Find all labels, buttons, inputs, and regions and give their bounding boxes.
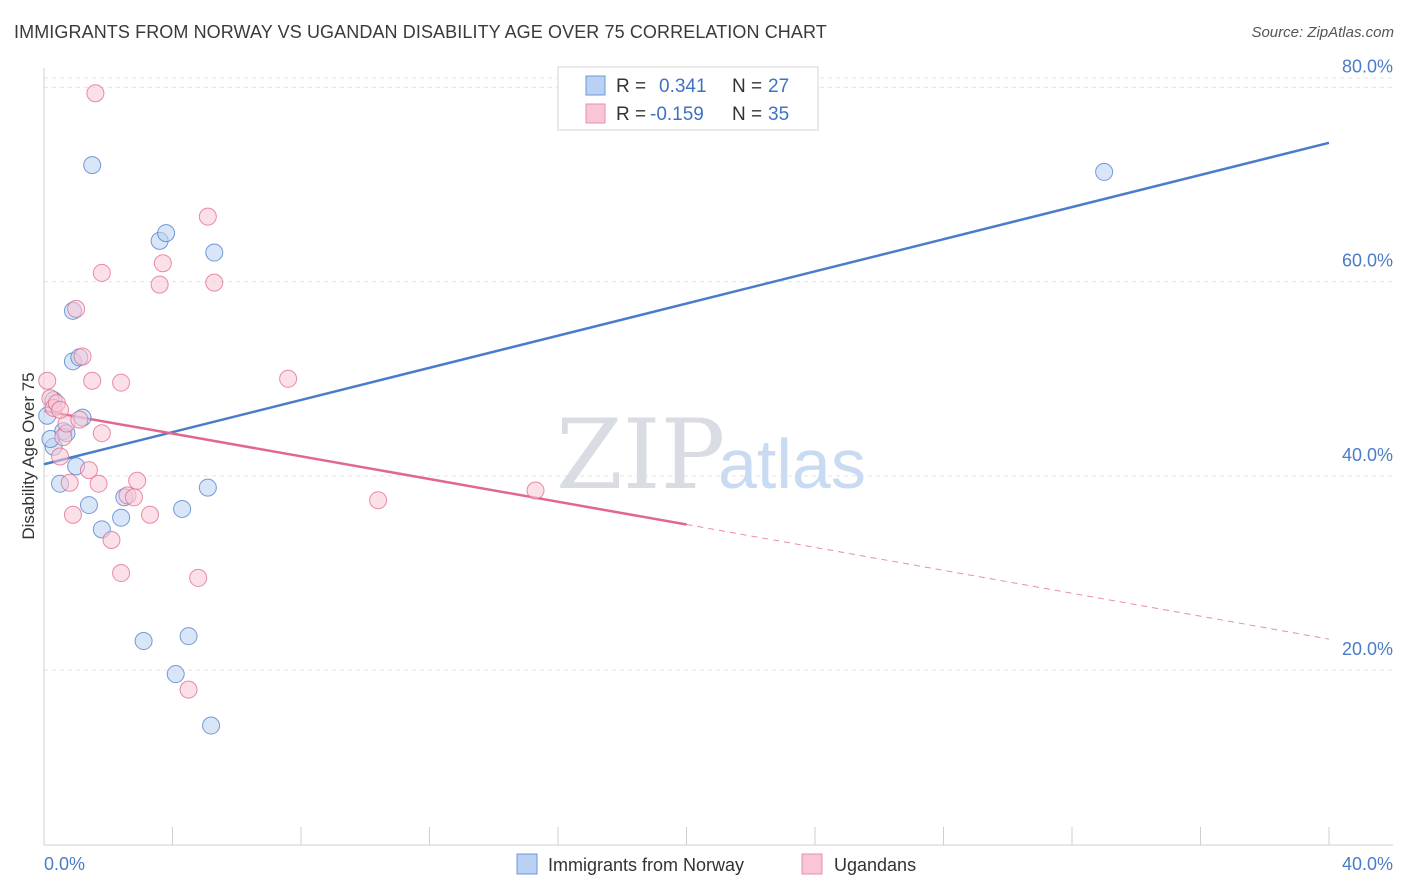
point-ugandans [112, 564, 131, 583]
point-ugandans [89, 474, 108, 493]
stats-r-norway: 0.341 [659, 76, 707, 97]
point-norway [83, 156, 102, 175]
point-ugandans [128, 471, 147, 490]
point-norway [173, 499, 192, 518]
stats-r-ugandans: -0.159 [650, 104, 704, 125]
point-norway [79, 496, 98, 515]
point-ugandans [51, 447, 70, 466]
gridlines [44, 77, 1393, 671]
trendline-dashed [686, 523, 1330, 640]
x-tick-labels: 0.0% 40.0% [44, 854, 1393, 874]
point-ugandans [112, 373, 131, 392]
y-tick-label: 60.0% [1342, 251, 1393, 271]
x-tick-label: 0.0% [44, 854, 85, 874]
point-ugandans [205, 273, 224, 292]
stats-n-label-ugandans: N = [732, 104, 762, 125]
stats-n-ugandans: 35 [768, 104, 789, 125]
source-label: Source: ZipAtlas.com [1251, 24, 1394, 41]
stats-n-label-norway: N = [732, 76, 762, 97]
stats-r-label-norway: R = [616, 76, 646, 97]
y-tick-label: 20.0% [1342, 639, 1393, 659]
point-ugandans [67, 299, 86, 318]
data-points [38, 84, 1114, 735]
point-ugandans [92, 263, 111, 282]
stats-n-norway: 27 [768, 76, 789, 97]
point-norway [134, 632, 153, 651]
point-ugandans [38, 371, 57, 390]
point-ugandans [63, 505, 82, 524]
y-tick-label: 80.0% [1342, 56, 1393, 76]
point-ugandans [141, 505, 160, 524]
trendline [43, 141, 1330, 466]
point-norway [198, 478, 217, 497]
trendlines [43, 141, 1330, 640]
point-norway [205, 243, 224, 262]
point-ugandans [198, 207, 217, 226]
point-norway [202, 716, 221, 735]
point-ugandans [526, 481, 545, 500]
point-ugandans [279, 369, 298, 388]
watermark-zip: ZIP [556, 399, 725, 511]
point-ugandans [92, 424, 111, 443]
point-norway [166, 665, 185, 684]
legend-swatch-norway [516, 853, 538, 875]
point-norway [1095, 162, 1114, 181]
point-ugandans [102, 531, 121, 550]
point-norway [157, 224, 176, 243]
stats-box: R = 0.341 N = 27 R = -0.159 N = 35 [557, 66, 819, 131]
watermark-atlas: atlas [718, 425, 866, 503]
point-ugandans [79, 461, 98, 480]
point-ugandans [124, 488, 143, 507]
point-ugandans [369, 491, 388, 510]
point-ugandans [83, 371, 102, 390]
y-axis-label: Disability Age Over 75 [19, 372, 38, 539]
stats-swatch-ugandans [585, 103, 606, 124]
legend: Immigrants from Norway Ugandans [516, 853, 916, 875]
point-norway [179, 627, 198, 646]
stats-r-label-ugandans: R = [616, 104, 646, 125]
watermark: ZIP atlas [556, 399, 866, 511]
trendline [43, 409, 687, 526]
point-ugandans [86, 84, 105, 103]
point-ugandans [150, 275, 169, 294]
point-ugandans [179, 680, 198, 699]
point-ugandans [70, 410, 89, 429]
chart-title: IMMIGRANTS FROM NORWAY VS UGANDAN DISABI… [14, 22, 827, 42]
axes [43, 68, 1393, 846]
point-ugandans [73, 347, 92, 366]
point-ugandans [60, 473, 79, 492]
point-norway [112, 508, 131, 527]
x-tick-label: 40.0% [1342, 854, 1393, 874]
y-tick-labels: 20.0% 40.0% 60.0% 80.0% [1342, 56, 1393, 659]
y-tick-label: 40.0% [1342, 445, 1393, 465]
point-ugandans [51, 400, 70, 419]
stats-swatch-norway [585, 75, 606, 96]
point-ugandans [153, 254, 172, 273]
legend-label-norway: Immigrants from Norway [548, 855, 744, 875]
legend-swatch-ugandans [801, 853, 823, 875]
point-ugandans [189, 568, 208, 587]
legend-label-ugandans: Ugandans [834, 855, 916, 875]
